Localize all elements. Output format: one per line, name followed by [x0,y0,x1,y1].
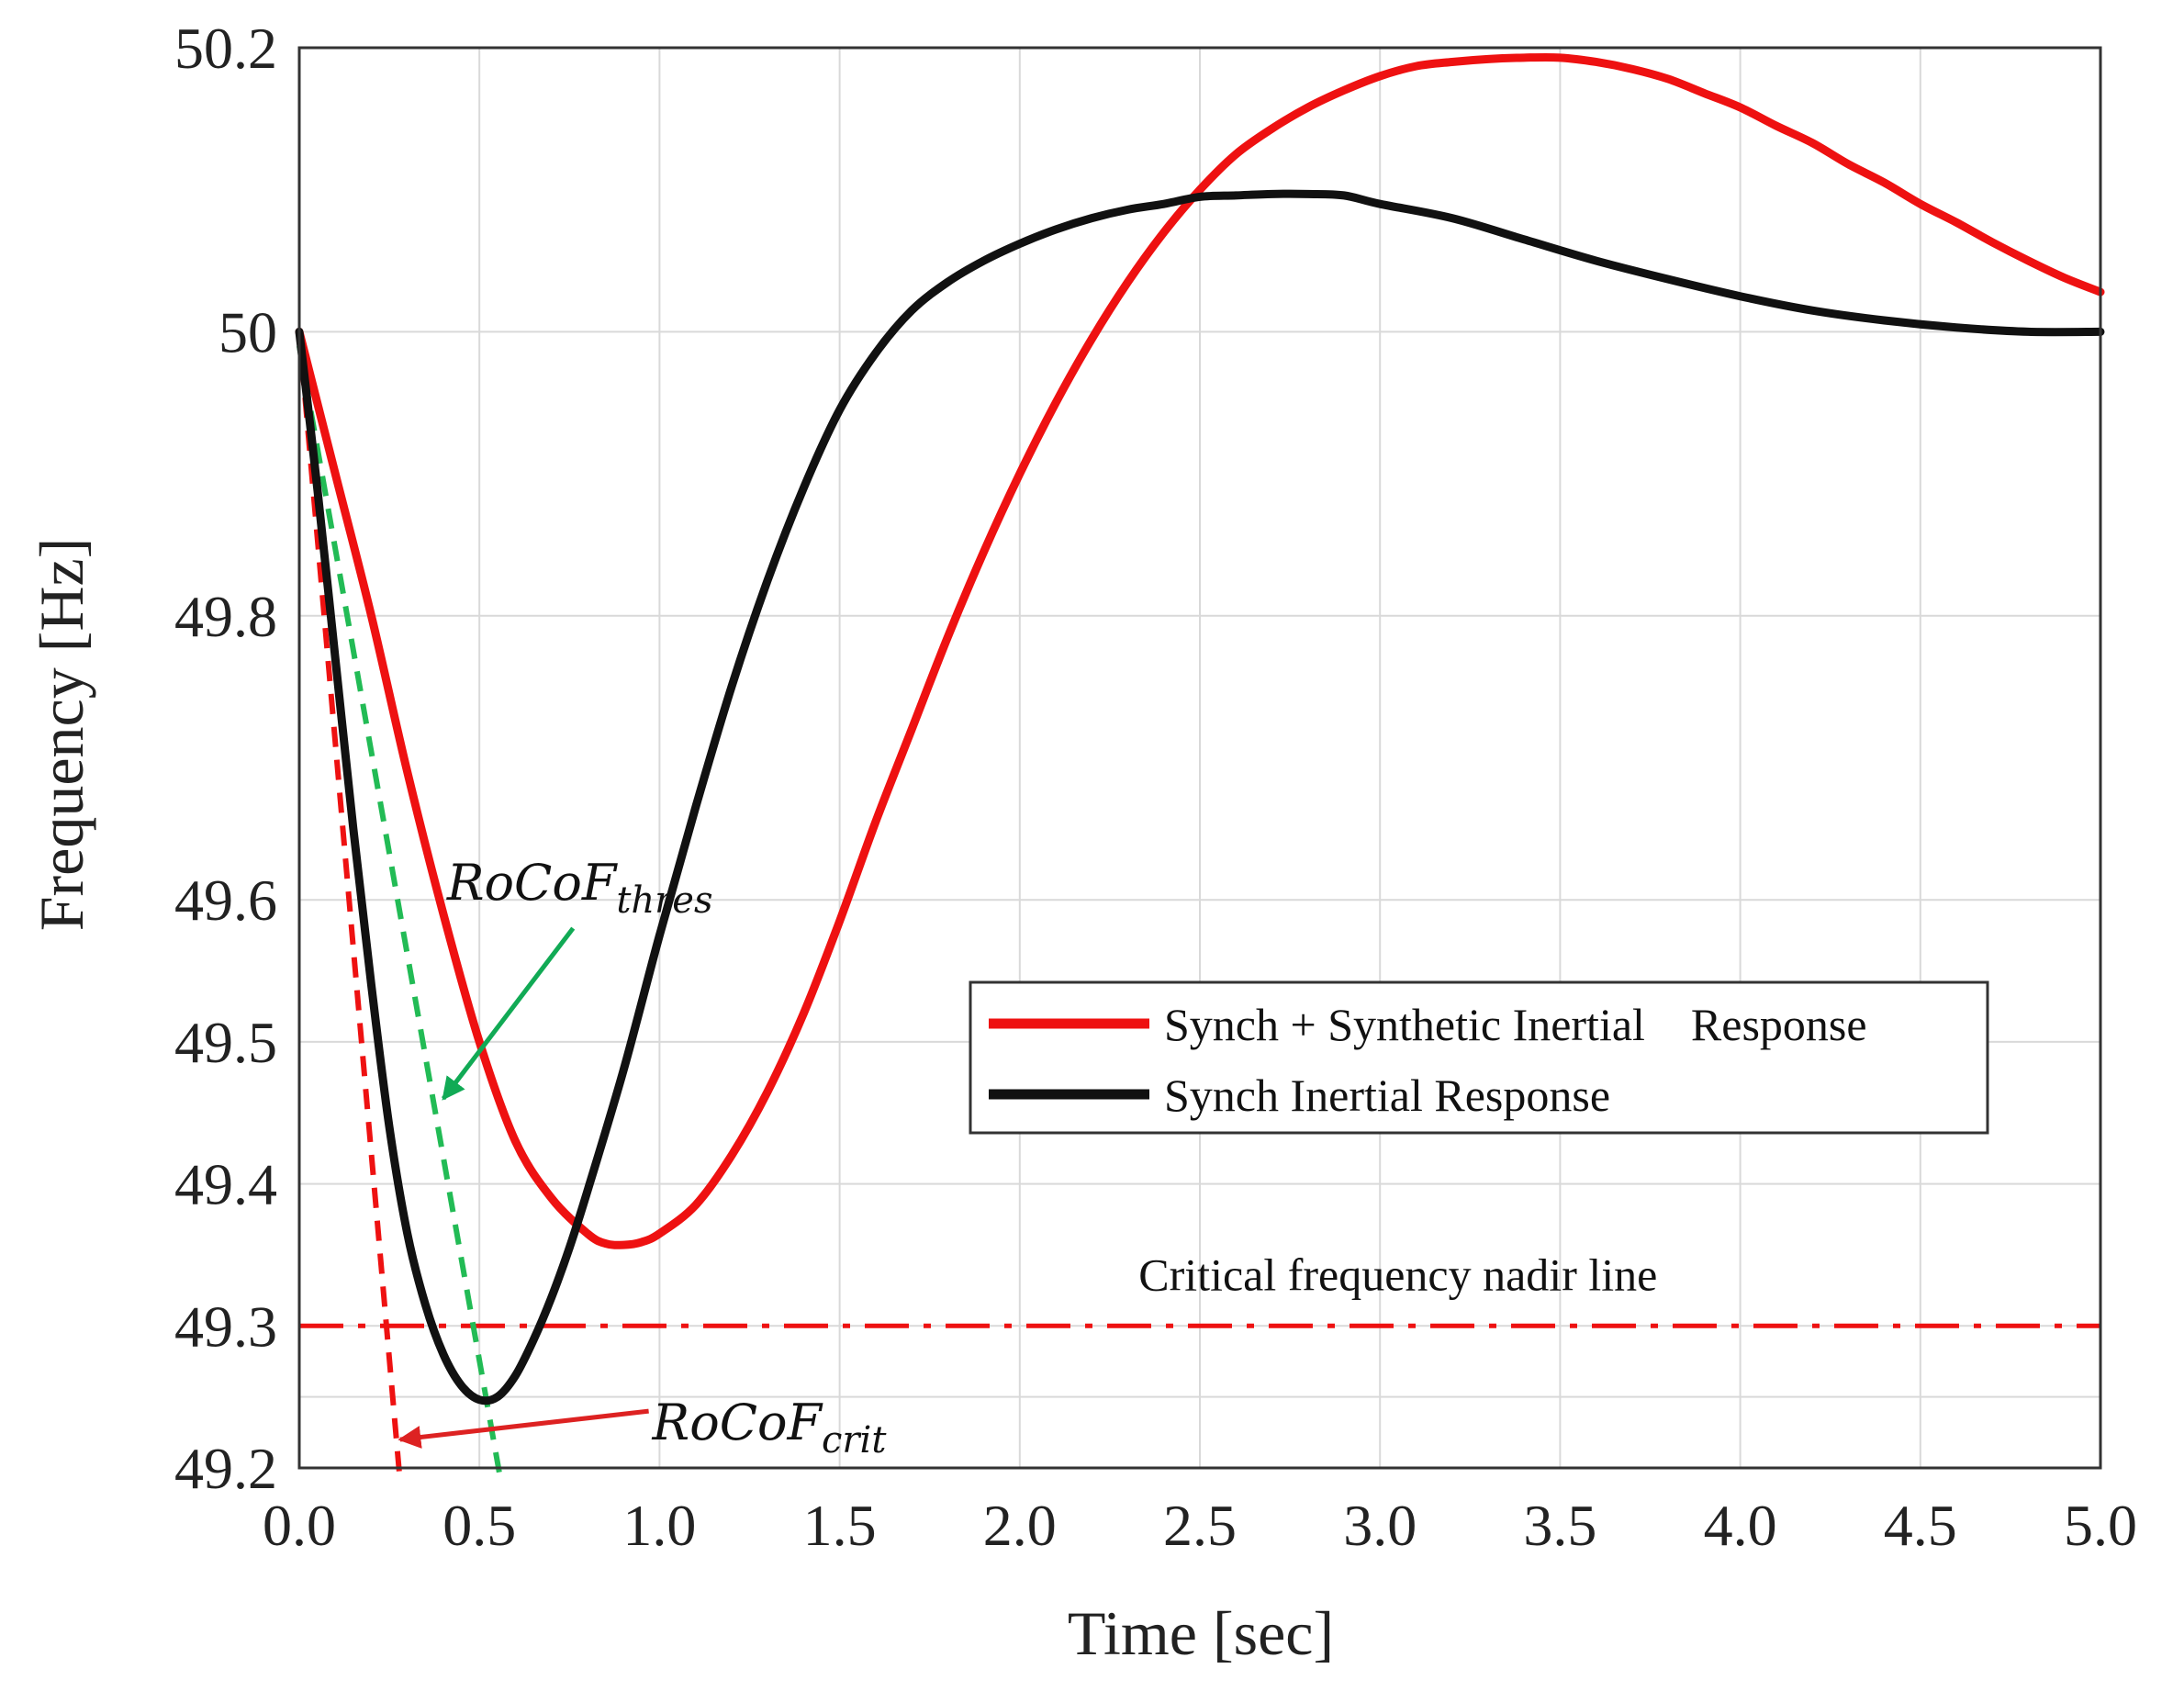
x-tick-label: 1.5 [803,1493,877,1558]
reference-lines [297,331,2100,1483]
x-tick-label: 3.0 [1343,1493,1417,1558]
rocof-thres-arrow [441,926,576,1101]
y-tick-label: 49.4 [174,1152,277,1217]
y-tick-label: 49.8 [174,584,277,649]
annotations: RoCoFthres RoCoFcrit Critical frequency na… [398,854,1657,1461]
plot-frame [297,46,2102,1470]
x-tick-label: 3.5 [1523,1493,1596,1558]
y-tick-label: 50.2 [174,16,277,81]
tick-labels: 0.0 0.5 1.0 1.5 2.0 2.5 3.0 3.5 4.0 4.5 5.0 49.2 49.… [174,16,2137,1558]
y-tick-label: 49.6 [174,868,277,933]
x-tick-label: 4.0 [1704,1493,1777,1558]
rocof-crit-arrow [398,1408,649,1449]
legend-label-synch: Synch Inertial Response [1164,1069,1610,1121]
legend-box [969,980,1989,1135]
series-line-synch [295,189,2105,1405]
y-tick-label: 49.2 [174,1436,277,1501]
y-tick-label: 49.3 [174,1293,277,1359]
rocof-crit-line [297,331,403,1483]
y-axis-title: Frequency [Hz] [27,538,96,932]
x-tick-label: 4.5 [1884,1493,1957,1558]
rocof-thres-line [297,345,504,1483]
legend: Synch + Synthetic Inertial Response Sync… [969,980,1989,1135]
x-axis-title: Time [sec] [1068,1598,1334,1668]
y-tick-label: 50 [218,299,277,364]
legend-label-synthetic: Synch + Synthetic Inertial Response [1164,999,1867,1050]
x-tick-label: 5.0 [2064,1493,2137,1558]
x-tick-label: 0.5 [442,1493,516,1558]
nadir-line-label: Critical frequency nadir line [1138,1249,1657,1301]
series-lines [295,52,2105,1405]
x-tick-label: 2.0 [983,1493,1057,1558]
rocof-crit-label: RoCoFcrit [652,1394,888,1461]
x-tick-label: 1.0 [622,1493,696,1558]
rocof-thres-label: RoCoFthres [446,854,713,922]
y-tick-label: 49.5 [174,1010,277,1075]
x-tick-label: 0.0 [263,1493,336,1558]
x-tick-label: 2.5 [1163,1493,1237,1558]
series-line-synthetic [295,52,2105,1249]
